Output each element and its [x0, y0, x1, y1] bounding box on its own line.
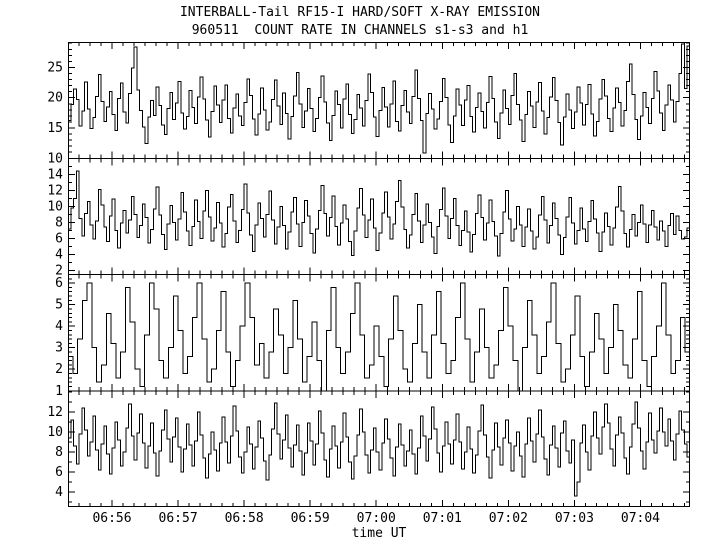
y-tick-label: 4: [55, 485, 63, 500]
y-tick-label: 10: [47, 425, 63, 440]
x-tick-label: 07:02: [489, 511, 528, 526]
y-tick-label: 6: [55, 465, 63, 480]
y-tick-label: 12: [47, 405, 63, 420]
chart-subtitle: 960511 COUNT RATE IN CHANNELS s1-s3 and …: [191, 23, 529, 38]
x-tick-label: 07:04: [621, 511, 660, 526]
y-tick-label: 8: [55, 215, 63, 230]
y-tick-label: 2: [55, 263, 63, 278]
y-tick-label: 15: [47, 121, 63, 136]
y-tick-label: 25: [47, 60, 63, 75]
y-tick-label: 5: [55, 298, 63, 313]
y-tick-label: 4: [55, 247, 63, 262]
y-tick-label: 4: [55, 319, 63, 334]
y-tick-label: 8: [55, 445, 63, 460]
x-tick-label: 06:56: [92, 511, 131, 526]
x-tick-label: 07:03: [555, 511, 594, 526]
y-tick-label: 3: [55, 341, 63, 356]
x-tick-label: 06:59: [291, 511, 330, 526]
y-tick-label: 10: [47, 151, 63, 166]
x-tick-label: 07:00: [357, 511, 396, 526]
series-s2: [68, 170, 690, 257]
x-tick-label: 06:58: [225, 511, 264, 526]
y-tick-label: 1: [55, 384, 63, 399]
series-h1: [68, 401, 690, 497]
series-s1: [68, 43, 690, 154]
series-s3: [68, 282, 690, 392]
x-tick-label: 07:01: [423, 511, 462, 526]
y-tick-label: 12: [47, 183, 63, 198]
y-tick-label: 14: [47, 167, 63, 182]
y-tick-label: 20: [47, 91, 63, 106]
y-tick-label: 6: [55, 276, 63, 291]
y-tick-label: 2: [55, 362, 63, 377]
chart-title: INTERBALL-Tail RF15-I HARD/SOFT X-RAY EM…: [179, 5, 541, 20]
x-axis-label: time UT: [352, 526, 407, 541]
y-tick-label: 6: [55, 231, 63, 246]
x-tick-label: 06:57: [159, 511, 198, 526]
y-tick-label: 10: [47, 199, 63, 214]
